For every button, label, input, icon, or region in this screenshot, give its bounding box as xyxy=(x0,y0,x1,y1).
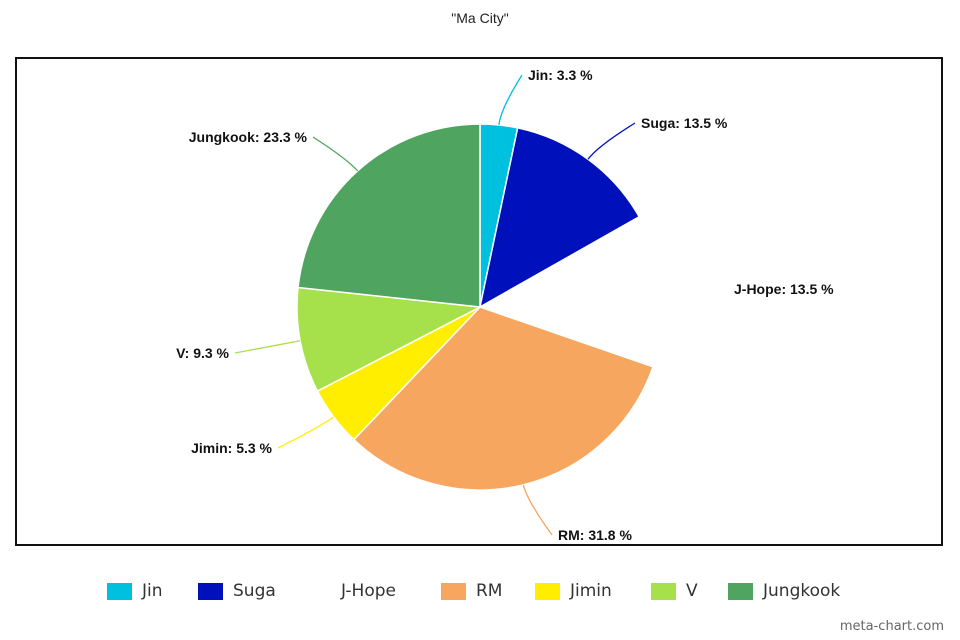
chart-title: "Ma City" xyxy=(451,10,509,26)
legend-item-jin[interactable]: Jin xyxy=(107,578,163,604)
data-label-jin: Jin: 3.3 % xyxy=(528,67,593,83)
pie-slice-jungkook[interactable] xyxy=(297,123,481,308)
pie-slice-rm[interactable] xyxy=(352,306,654,491)
data-label-jungkook: Jungkook: 23.3 % xyxy=(189,129,308,145)
pie-slice-j-hope[interactable] xyxy=(478,215,664,368)
legend-swatch-j-hope xyxy=(306,582,331,600)
legend-item-jimin[interactable]: Jimin xyxy=(535,578,612,604)
data-label-v: V: 9.3 % xyxy=(176,345,229,361)
legend-label-j-hope: J-Hope xyxy=(341,581,396,601)
legend-item-suga[interactable]: Suga xyxy=(198,578,276,604)
legend-swatch-jimin xyxy=(535,582,560,600)
legend-item-v[interactable]: V xyxy=(651,578,698,604)
legend-label-v: V xyxy=(686,581,698,601)
legend-label-suga: Suga xyxy=(233,581,276,601)
legend-swatch-rm xyxy=(441,582,466,600)
legend-swatch-jungkook xyxy=(728,582,753,600)
watermark[interactable]: meta-chart.com xyxy=(839,619,944,634)
legend-swatch-v xyxy=(651,582,676,600)
legend-label-rm: RM xyxy=(476,581,503,601)
connector-jin xyxy=(498,74,523,126)
data-label-rm: RM: 31.8 % xyxy=(558,527,632,543)
legend-swatch-jin xyxy=(107,582,132,600)
legend-swatch-suga xyxy=(198,582,223,600)
chart-frame xyxy=(15,57,943,546)
pie-slice-v[interactable] xyxy=(296,286,483,393)
data-label-j-hope: J-Hope: 13.5 % xyxy=(734,281,834,297)
legend-label-jimin: Jimin xyxy=(570,581,612,601)
connector-jimin xyxy=(277,416,335,449)
connector-jungkook xyxy=(312,136,359,172)
data-label-suga: Suga: 13.5 % xyxy=(641,115,728,131)
connector-suga xyxy=(587,122,636,160)
connector-v xyxy=(234,340,301,354)
data-label-jimin: Jimin: 5.3 % xyxy=(191,440,272,456)
legend: Jin Suga J-Hope RM Jimin V Jungkook xyxy=(0,578,960,604)
legend-label-jin: Jin xyxy=(142,581,163,601)
legend-label-jungkook: Jungkook xyxy=(763,581,841,601)
connector-rm xyxy=(522,484,553,536)
legend-item-j-hope[interactable]: J-Hope xyxy=(306,578,396,604)
legend-item-jungkook[interactable]: Jungkook xyxy=(728,578,840,604)
legend-item-rm[interactable]: RM xyxy=(441,578,502,604)
